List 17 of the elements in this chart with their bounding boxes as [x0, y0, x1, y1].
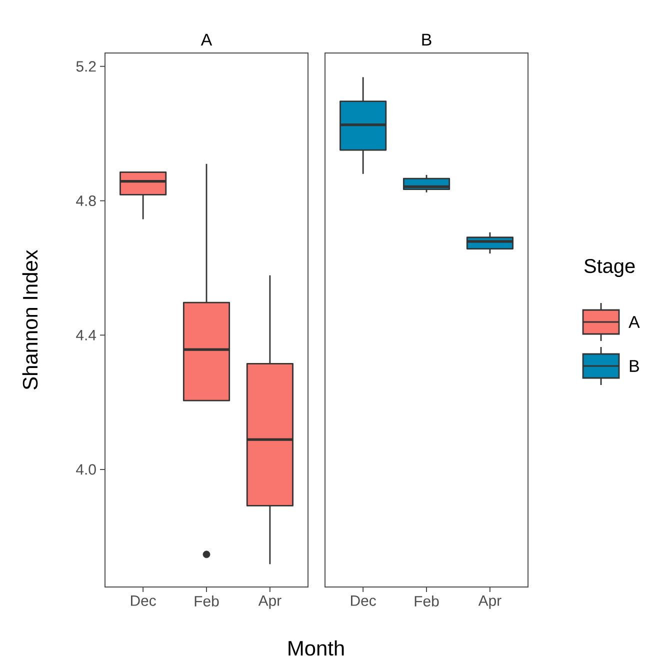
x-tick-label: Apr	[258, 596, 282, 609]
x-axis-title: Month	[288, 640, 344, 656]
y-tick-label: 5.2	[76, 61, 96, 72]
x-tick-label: Dec	[130, 596, 156, 606]
legend-title: Stage	[584, 258, 635, 278]
y-tick-label: 4.4	[76, 330, 96, 340]
chart-title: B	[422, 34, 432, 46]
x-tick-label: Feb	[414, 596, 439, 606]
legend-label: A	[628, 316, 640, 328]
x-tick-label: Feb	[194, 596, 219, 606]
chart-title: A	[200, 34, 212, 46]
y-axis-title: Shannon Index	[22, 250, 38, 390]
x-tick-label: Apr	[478, 596, 502, 609]
y-tick-label: 4.0	[76, 464, 96, 475]
x-tick-label: Dec	[351, 596, 376, 606]
legend-label: B	[630, 360, 639, 372]
y-tick-label: 4.8	[76, 195, 96, 206]
